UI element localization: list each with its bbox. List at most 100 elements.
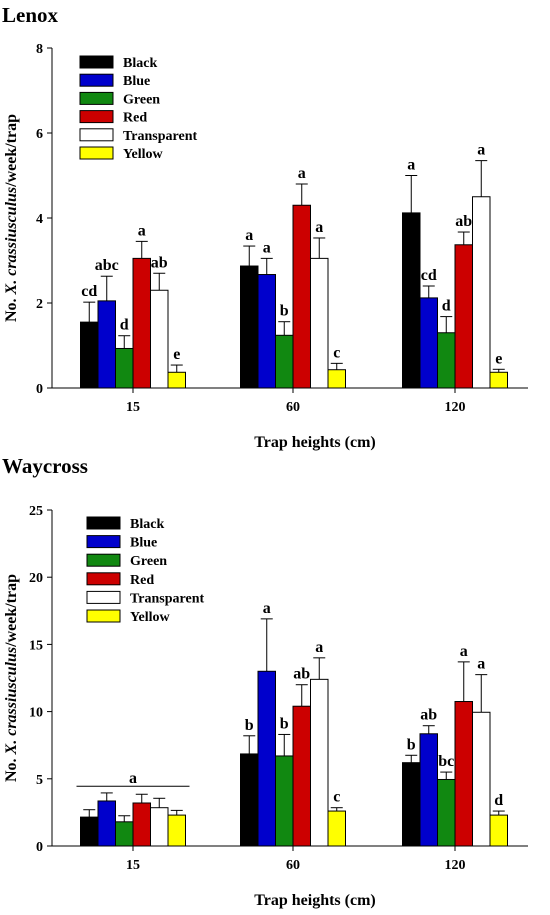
legend-label-yellow: Yellow xyxy=(130,610,171,625)
significance-letter: c xyxy=(333,789,340,806)
y-axis-label-species: X. crassiusculus xyxy=(3,187,20,296)
y-tick-label: 8 xyxy=(36,42,43,57)
legend-swatch-yellow xyxy=(86,609,121,623)
legend-label-red: Red xyxy=(123,111,147,126)
bar-yellow-60 xyxy=(327,810,346,847)
significance-letter: a xyxy=(263,600,271,617)
legend-swatch-black xyxy=(86,516,121,530)
significance-letter: ab xyxy=(293,666,310,683)
bar-transparent-60 xyxy=(310,257,329,389)
x-tick-label: 60 xyxy=(286,858,300,873)
y-axis-label: No. X. crassiusculus/week/trap xyxy=(3,574,20,782)
significance-letter: bc xyxy=(438,753,454,770)
bar-black-60 xyxy=(240,265,259,389)
y-tick-label: 5 xyxy=(36,773,43,788)
legend-swatch-transparent xyxy=(86,590,121,604)
y-axis-label-suffix: /week/trap xyxy=(3,114,20,188)
legend-label-green: Green xyxy=(130,554,167,569)
x-tick-label: 120 xyxy=(445,858,466,873)
y-tick-label: 0 xyxy=(36,840,43,855)
legend-label-transparent: Transparent xyxy=(130,591,204,606)
legend-label-transparent: Transparent xyxy=(123,129,197,144)
bar-red-60 xyxy=(292,204,311,389)
significance-letter: ab xyxy=(455,213,472,230)
significance-letter: abc xyxy=(95,257,119,274)
y-tick-label: 4 xyxy=(36,212,43,227)
legend-label-black: Black xyxy=(130,517,164,532)
y-tick-label: 6 xyxy=(36,127,43,142)
significance-letter: c xyxy=(333,344,340,361)
significance-letter: a xyxy=(263,239,271,256)
bar-yellow-120 xyxy=(489,814,508,847)
legend-label-black: Black xyxy=(123,56,157,71)
bar-black-120 xyxy=(402,212,421,389)
bar-transparent-60 xyxy=(310,678,329,847)
significance-letter: d xyxy=(442,298,451,315)
bar-yellow-120 xyxy=(489,371,508,389)
legend-label-red: Red xyxy=(130,573,154,588)
legend-swatch-transparent xyxy=(79,128,114,142)
bar-transparent-15 xyxy=(150,289,169,389)
significance-letter: b xyxy=(280,303,289,320)
legend-swatch-red xyxy=(86,572,121,586)
y-tick-label: 0 xyxy=(36,382,43,397)
legend-swatch-blue xyxy=(79,73,114,87)
bar-red-120 xyxy=(454,701,473,847)
bar-blue-15 xyxy=(97,300,116,389)
legend: Black Blue Green Red Transparent Yellow xyxy=(86,516,204,625)
significance-letter: cd xyxy=(421,267,437,284)
bar-transparent-120 xyxy=(472,711,491,847)
y-axis-label: No. X. crassiusculus/week/trap xyxy=(3,114,20,322)
x-tick-label: 15 xyxy=(126,400,140,415)
bar-blue-15 xyxy=(97,800,116,847)
bar-blue-120 xyxy=(419,733,438,847)
significance-letter: b xyxy=(245,717,254,734)
x-axis-label: Trap heights (cm) xyxy=(254,892,375,909)
group-annotation-letter: a xyxy=(129,770,137,787)
y-axis-label-suffix: /week/trap xyxy=(3,574,20,648)
bar-green-60 xyxy=(275,334,294,389)
bar-red-60 xyxy=(292,705,311,847)
legend-label-blue: Blue xyxy=(123,74,150,89)
y-tick-label: 20 xyxy=(29,571,43,586)
bar-transparent-15 xyxy=(150,807,169,847)
bar-green-15 xyxy=(115,347,134,389)
bar-green-120 xyxy=(437,778,456,847)
x-axis-label: Trap heights (cm) xyxy=(254,434,375,451)
x-tick-label: 120 xyxy=(445,400,466,415)
legend-label-yellow: Yellow xyxy=(123,147,164,162)
bar-red-120 xyxy=(454,244,473,389)
significance-letter: a xyxy=(315,219,323,236)
legend-swatch-yellow xyxy=(79,146,114,160)
bar-black-120 xyxy=(402,762,421,847)
legend-swatch-blue xyxy=(86,535,121,549)
significance-letter: e xyxy=(173,346,180,363)
bar-green-60 xyxy=(275,755,294,847)
legend-swatch-green xyxy=(79,91,114,105)
legend-swatch-red xyxy=(79,110,114,124)
significance-letter: e xyxy=(495,350,502,367)
chart-panel-lenox: Lenox 0 2 4 6 8 15 60 120 Trap heights (cm) No. X.… xyxy=(2,3,528,451)
significance-letter: b xyxy=(407,736,416,753)
bar-black-15 xyxy=(80,816,99,847)
significance-letter: a xyxy=(245,227,253,244)
bar-blue-60 xyxy=(257,670,276,847)
bar-transparent-120 xyxy=(472,196,491,389)
significance-letter: a xyxy=(138,222,146,239)
bar-yellow-15 xyxy=(167,814,186,847)
legend-swatch-green xyxy=(86,553,121,567)
y-axis-label-prefix: No. xyxy=(3,294,20,322)
y-tick-label: 10 xyxy=(29,706,43,721)
significance-letter: d xyxy=(494,792,503,809)
chart-title: Waycross xyxy=(2,454,88,478)
bar-red-15 xyxy=(132,802,151,847)
significance-letter: d xyxy=(120,317,129,334)
bar-green-120 xyxy=(437,332,456,389)
significance-letter: ab xyxy=(151,254,168,271)
significance-letter: cd xyxy=(81,283,97,300)
bar-blue-120 xyxy=(419,297,438,389)
bar-black-15 xyxy=(80,321,99,389)
bar-yellow-60 xyxy=(327,369,346,389)
